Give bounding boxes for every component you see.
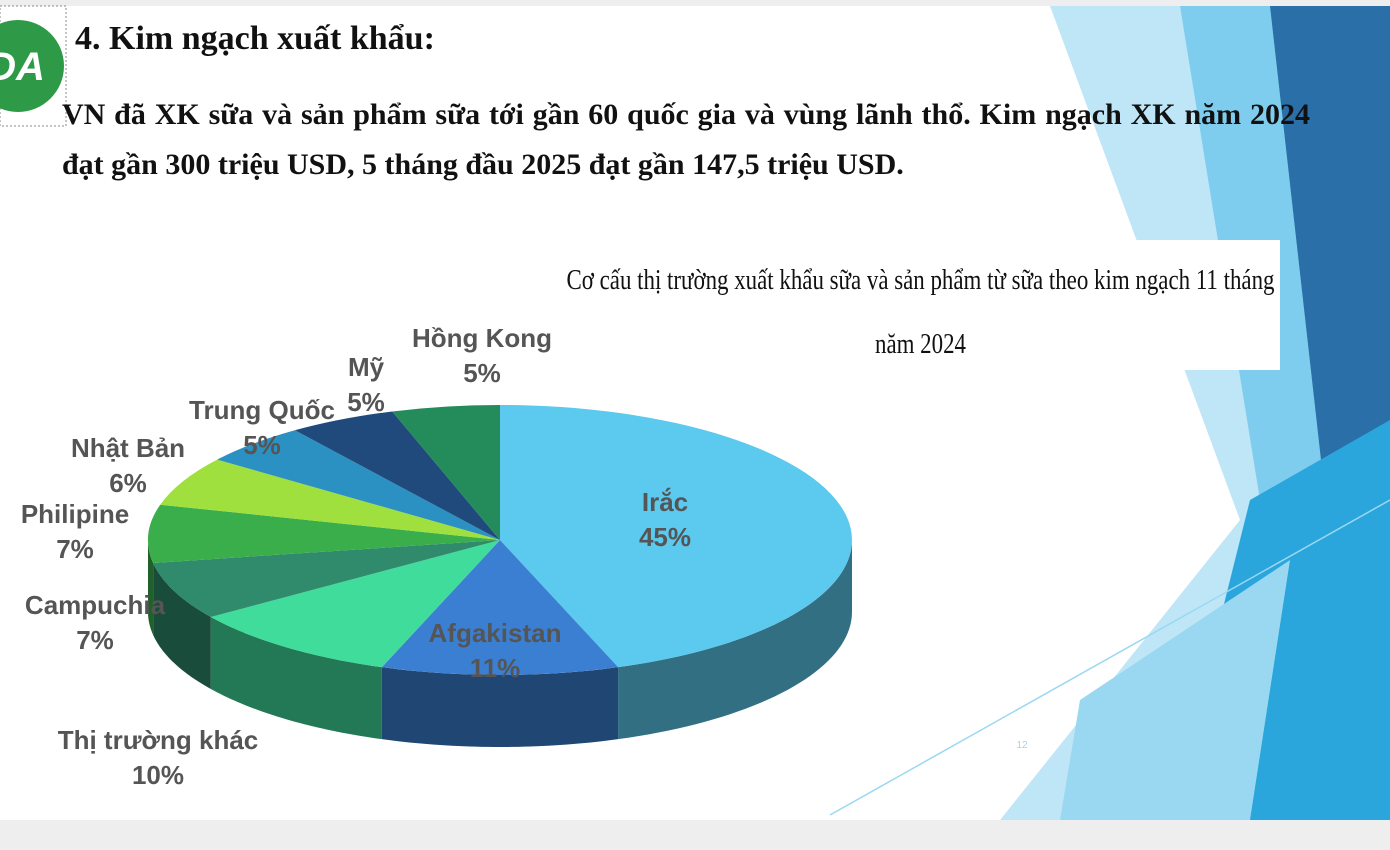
slice-label: Afgakistan bbox=[429, 618, 562, 648]
slice-label: Campuchia bbox=[25, 590, 166, 620]
value-label: 10% bbox=[132, 760, 184, 790]
slice bbox=[153, 540, 500, 617]
decor bbox=[829, 499, 1390, 816]
slice-side bbox=[148, 540, 154, 635]
slice-label: Hồng Kong bbox=[412, 323, 552, 353]
value-label: 7% bbox=[56, 534, 94, 564]
logo-frame bbox=[0, 5, 67, 127]
slice-label: Mỹ bbox=[348, 352, 385, 382]
slice-label: Philipine bbox=[21, 499, 129, 529]
slice-label: Trung Quốc bbox=[189, 395, 335, 425]
heading: 4. Kim ngạch xuất khẩu: bbox=[75, 20, 435, 57]
slice-side bbox=[381, 667, 619, 747]
chart-title-bg bbox=[560, 240, 1280, 370]
slice bbox=[147, 504, 500, 563]
value-label: 6% bbox=[109, 468, 147, 498]
decor bbox=[1270, 6, 1390, 540]
slice bbox=[210, 540, 500, 668]
slice bbox=[217, 430, 500, 540]
value-label: 5% bbox=[463, 358, 501, 388]
slice bbox=[500, 405, 852, 668]
page-number: 12 bbox=[1016, 740, 1028, 751]
slice bbox=[294, 411, 500, 540]
slice-side bbox=[153, 562, 211, 689]
body-text: VN đã XK sữa và sản phẩm sữa tới gần 60 … bbox=[62, 98, 1310, 181]
slice-label: Thị trường khác bbox=[58, 725, 259, 755]
value-label: 11% bbox=[470, 653, 521, 683]
slice bbox=[392, 405, 500, 540]
value-label: 5% bbox=[347, 387, 385, 417]
logo bbox=[0, 20, 64, 112]
value-label: 5% bbox=[243, 430, 281, 460]
value-label: 7% bbox=[76, 625, 114, 655]
chart-title: Cơ cấu thị trường xuất khẩu sữa và sản p… bbox=[566, 264, 1275, 360]
slice-label: Nhật Bản bbox=[71, 433, 185, 463]
logo-text: DA bbox=[0, 45, 45, 89]
slice-side bbox=[210, 616, 382, 740]
slice-label: Irắc bbox=[642, 487, 688, 517]
slice bbox=[381, 540, 619, 675]
slice-side bbox=[618, 540, 852, 740]
value-label: 45% bbox=[639, 522, 691, 552]
slice bbox=[160, 459, 501, 540]
decor bbox=[1060, 560, 1290, 820]
